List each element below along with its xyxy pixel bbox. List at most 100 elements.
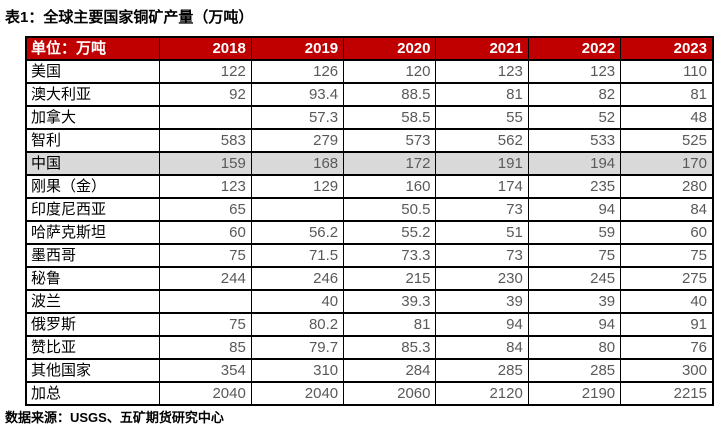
table-row: 加总 2040 2040 2060 2120 2190 2215 <box>25 381 714 406</box>
value-cell: 120 <box>343 59 437 84</box>
header-cell-year: 2023 <box>620 36 714 61</box>
value-cell: 40 <box>620 289 714 314</box>
value-cell: 2215 <box>620 381 714 406</box>
table-row: 加拿大 57.3 58.5 55 52 48 <box>25 105 714 130</box>
value-cell: 285 <box>527 358 622 383</box>
value-cell: 75 <box>620 243 714 268</box>
value-cell: 168 <box>250 151 345 176</box>
value-cell: 50.5 <box>343 197 437 222</box>
value-cell: 172 <box>343 151 437 176</box>
value-cell: 75 <box>158 243 252 268</box>
value-cell: 123 <box>158 174 252 199</box>
table-row: 其他国家 354 310 284 285 285 300 <box>25 358 714 383</box>
value-cell: 75 <box>158 312 252 337</box>
value-cell: 194 <box>527 151 622 176</box>
value-cell: 60 <box>620 220 714 245</box>
page-title: 表1：全球主要国家铜矿产量（万吨） <box>5 9 254 26</box>
value-cell: 65 <box>158 197 252 222</box>
value-cell: 92 <box>158 82 252 107</box>
value-cell: 159 <box>158 151 252 176</box>
value-cell: 123 <box>435 59 529 84</box>
row-name-cell: 赞比亚 <box>25 335 160 360</box>
value-cell: 246 <box>250 266 345 291</box>
row-name-cell: 加拿大 <box>25 105 160 130</box>
value-cell: 56.2 <box>250 220 345 245</box>
table-row: 墨西哥 75 71.5 73.3 73 75 75 <box>25 243 714 268</box>
value-cell: 52 <box>527 105 622 130</box>
copper-production-table: 单位：万吨 2018 2019 2020 2021 2022 2023 美国 122 126 12… <box>25 36 714 406</box>
value-cell: 81 <box>620 82 714 107</box>
value-cell: 110 <box>620 59 714 84</box>
value-cell: 573 <box>343 128 437 153</box>
value-cell: 94 <box>527 197 622 222</box>
table-body: 美国 122 126 120 123 123 110 澳大利亚 92 93.4 88.5 81 82 81… <box>25 59 714 406</box>
row-name-cell: 印度尼西亚 <box>25 197 160 222</box>
value-cell: 280 <box>620 174 714 199</box>
value-cell: 88.5 <box>343 82 437 107</box>
value-cell: 310 <box>250 358 345 383</box>
value-cell: 583 <box>158 128 252 153</box>
value-cell: 191 <box>435 151 529 176</box>
row-name-cell: 其他国家 <box>25 358 160 383</box>
row-name-cell: 澳大利亚 <box>25 82 160 107</box>
value-cell: 562 <box>435 128 529 153</box>
value-cell: 60 <box>158 220 252 245</box>
header-cell-year: 2018 <box>158 36 252 61</box>
table-row: 中国 159 168 172 191 194 170 <box>25 151 714 176</box>
value-cell: 71.5 <box>250 243 345 268</box>
header-cell-year: 2021 <box>435 36 529 61</box>
table-header-row: 单位：万吨 2018 2019 2020 2021 2022 2023 <box>25 36 714 61</box>
value-cell: 235 <box>527 174 622 199</box>
value-cell: 245 <box>527 266 622 291</box>
value-cell: 73.3 <box>343 243 437 268</box>
value-cell: 73 <box>435 197 529 222</box>
table-row: 波兰 40 39.3 39 39 40 <box>25 289 714 314</box>
value-cell: 123 <box>527 59 622 84</box>
value-cell: 160 <box>343 174 437 199</box>
table-row: 智利 583 279 573 562 533 525 <box>25 128 714 153</box>
value-cell: 2040 <box>158 381 252 406</box>
header-cell-unit: 单位：万吨 <box>25 36 160 61</box>
value-cell: 81 <box>435 82 529 107</box>
value-cell: 285 <box>435 358 529 383</box>
value-cell: 39.3 <box>343 289 437 314</box>
row-name-cell: 刚果（金） <box>25 174 160 199</box>
value-cell <box>250 197 345 222</box>
value-cell: 525 <box>620 128 714 153</box>
table-row: 哈萨克斯坦 60 56.2 55.2 51 59 60 <box>25 220 714 245</box>
row-name-cell: 墨西哥 <box>25 243 160 268</box>
value-cell: 55.2 <box>343 220 437 245</box>
value-cell: 57.3 <box>250 105 345 130</box>
row-name-cell: 俄罗斯 <box>25 312 160 337</box>
row-name-cell: 波兰 <box>25 289 160 314</box>
table-row: 俄罗斯 75 80.2 81 94 94 91 <box>25 312 714 337</box>
value-cell: 279 <box>250 128 345 153</box>
value-cell: 85 <box>158 335 252 360</box>
table-row: 刚果（金） 123 129 160 174 235 280 <box>25 174 714 199</box>
value-cell <box>158 289 252 314</box>
value-cell: 55 <box>435 105 529 130</box>
table-row: 澳大利亚 92 93.4 88.5 81 82 81 <box>25 82 714 107</box>
value-cell: 275 <box>620 266 714 291</box>
value-cell: 174 <box>435 174 529 199</box>
value-cell: 122 <box>158 59 252 84</box>
source-note: 数据来源：USGS、五矿期货研究中心 <box>5 410 224 425</box>
value-cell: 230 <box>435 266 529 291</box>
value-cell: 533 <box>527 128 622 153</box>
value-cell: 244 <box>158 266 252 291</box>
value-cell: 75 <box>527 243 622 268</box>
value-cell <box>158 105 252 130</box>
value-cell: 91 <box>620 312 714 337</box>
table-row: 印度尼西亚 65 50.5 73 94 84 <box>25 197 714 222</box>
value-cell: 39 <box>435 289 529 314</box>
value-cell: 85.3 <box>343 335 437 360</box>
value-cell: 2040 <box>250 381 345 406</box>
value-cell: 126 <box>250 59 345 84</box>
value-cell: 81 <box>343 312 437 337</box>
value-cell: 39 <box>527 289 622 314</box>
value-cell: 82 <box>527 82 622 107</box>
row-name-cell: 加总 <box>25 381 160 406</box>
value-cell: 215 <box>343 266 437 291</box>
value-cell: 76 <box>620 335 714 360</box>
value-cell: 73 <box>435 243 529 268</box>
